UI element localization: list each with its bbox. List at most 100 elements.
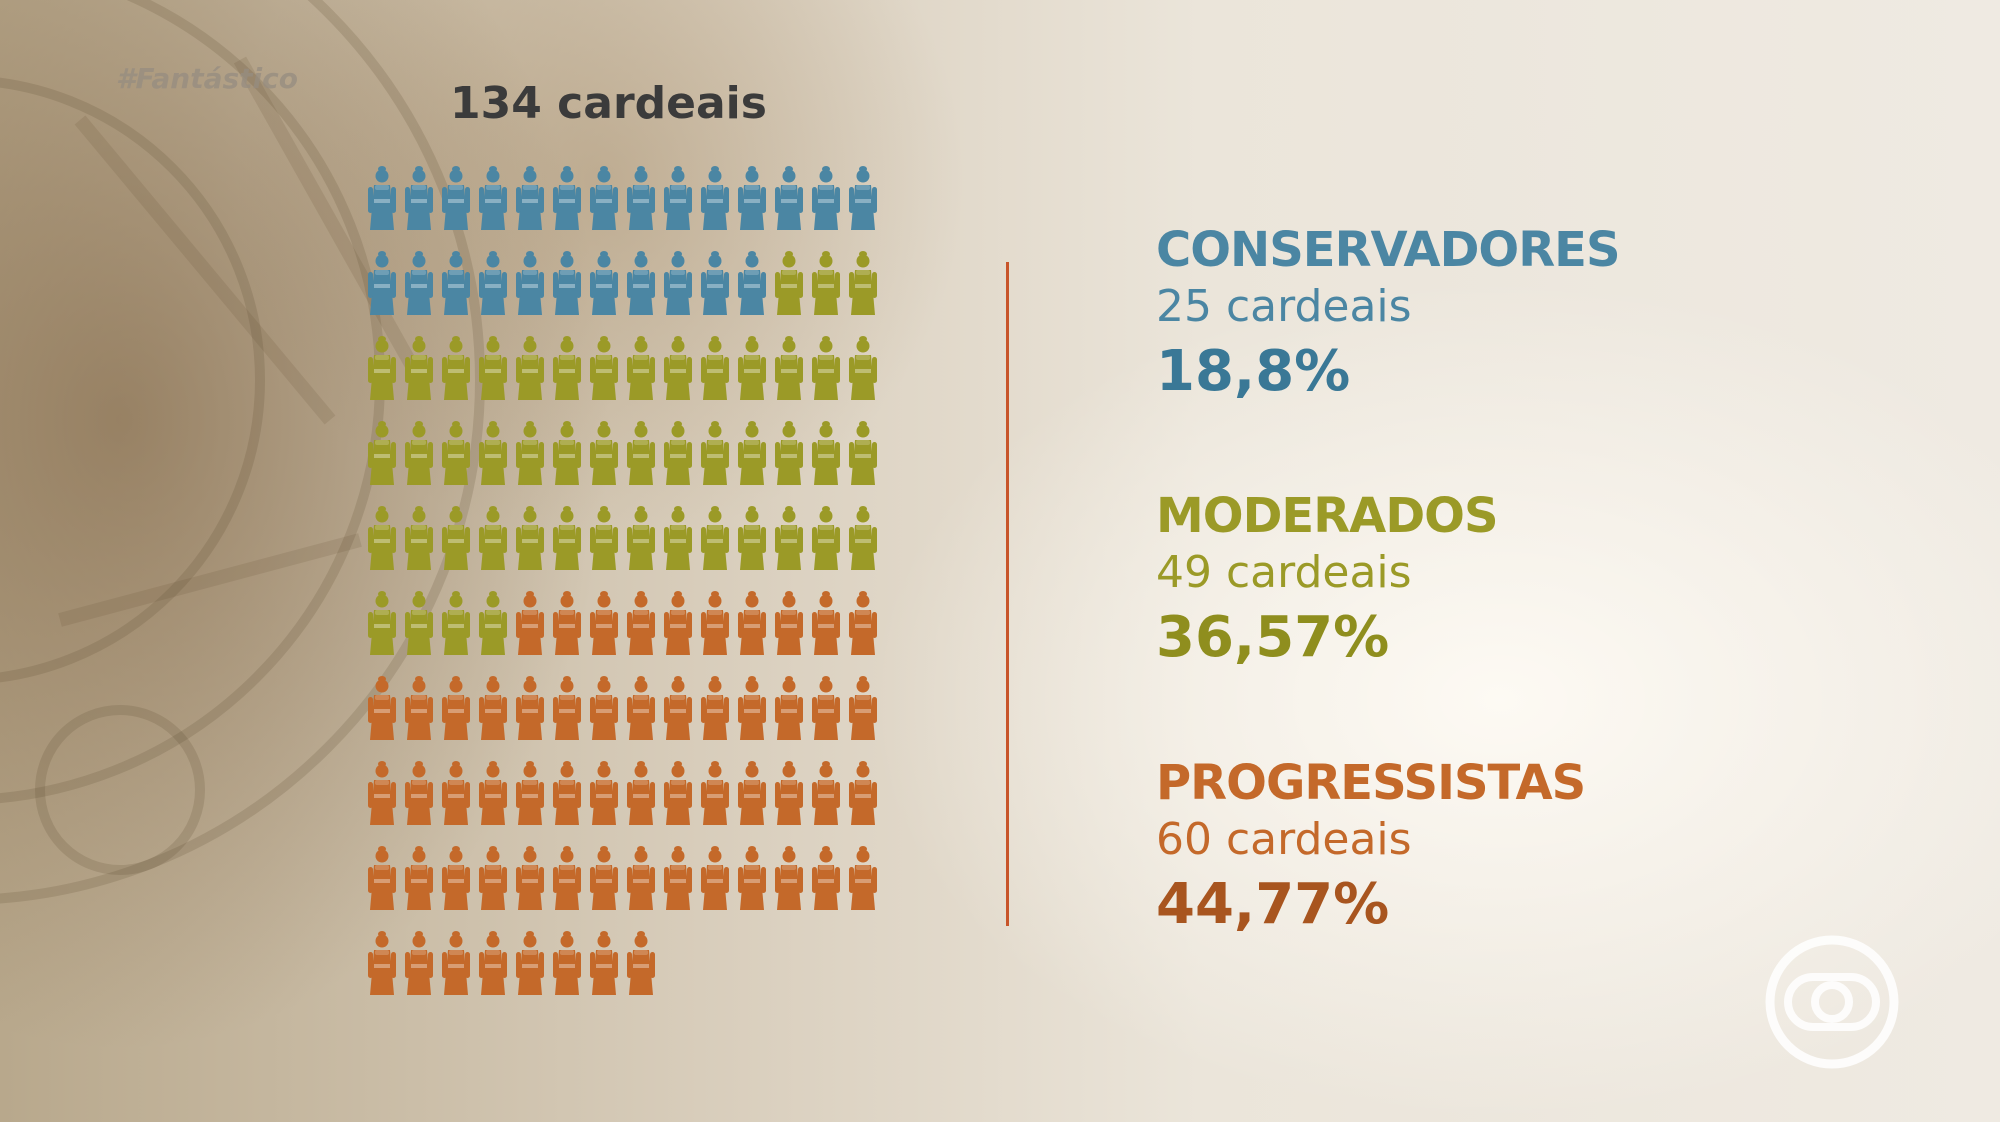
cardinal-figure-moderados	[849, 336, 877, 400]
cardinal-figure-progressistas	[812, 591, 840, 655]
cardinal-figure-conservadores	[553, 166, 581, 230]
cardinal-figure-progressistas	[479, 931, 507, 995]
cardinal-figure-moderados	[405, 421, 433, 485]
cardinal-figure-progressistas	[479, 846, 507, 910]
cardinal-figure-moderados	[442, 421, 470, 485]
legend-progressistas-count: 60 cardeais	[1156, 814, 1412, 865]
cardinal-figure-progressistas	[701, 591, 729, 655]
cardinal-figure-moderados	[812, 506, 840, 570]
cardinal-figure-conservadores	[405, 251, 433, 315]
cardinal-figure-moderados	[775, 421, 803, 485]
cardinal-figure-progressistas	[701, 676, 729, 740]
cardinal-figure-moderados	[442, 591, 470, 655]
cardinal-figure-moderados	[701, 506, 729, 570]
cardinal-figure-moderados	[553, 506, 581, 570]
legend-moderados-percent: 36,57%	[1156, 605, 1390, 670]
cardinal-figure-moderados	[405, 591, 433, 655]
cardinal-figure-moderados	[627, 506, 655, 570]
cardinal-figure-progressistas	[812, 761, 840, 825]
cardinal-figure-moderados	[738, 506, 766, 570]
legend-conservadores-count: 25 cardeais	[1156, 281, 1412, 332]
cardinal-figure-progressistas	[849, 591, 877, 655]
cardinal-figure-conservadores	[627, 251, 655, 315]
cardinal-figure-conservadores	[664, 251, 692, 315]
cardinal-figure-progressistas	[442, 846, 470, 910]
cardinal-figure-moderados	[664, 336, 692, 400]
cardinal-figure-progressistas	[553, 761, 581, 825]
cardinal-figure-progressistas	[516, 846, 544, 910]
cardinal-figure-conservadores	[664, 166, 692, 230]
cardinal-figure-moderados	[590, 506, 618, 570]
cardinal-figure-moderados	[479, 591, 507, 655]
cardinal-figure-conservadores	[775, 166, 803, 230]
cardinal-figure-progressistas	[627, 931, 655, 995]
cardinal-figure-conservadores	[442, 166, 470, 230]
cardinal-figure-progressistas	[849, 761, 877, 825]
legend-conservadores-percent: 18,8%	[1156, 339, 1351, 404]
cardinal-figure-progressistas	[664, 591, 692, 655]
cardinal-figure-moderados	[405, 506, 433, 570]
cardinal-figure-progressistas	[812, 846, 840, 910]
cardinal-figure-moderados	[701, 336, 729, 400]
cardinal-figure-progressistas	[738, 846, 766, 910]
cardinal-figure-progressistas	[553, 931, 581, 995]
cardinal-figure-moderados	[775, 506, 803, 570]
cardinal-figure-progressistas	[812, 676, 840, 740]
cardinal-figure-moderados	[590, 336, 618, 400]
cardinal-figure-progressistas	[368, 931, 396, 995]
legend-moderados: MODERADOS 49 cardeais 36,57%	[1156, 488, 1499, 674]
cardinal-figure-progressistas	[738, 591, 766, 655]
cardinal-figure-progressistas	[405, 676, 433, 740]
cardinal-figure-progressistas	[479, 676, 507, 740]
cardinal-figure-moderados	[738, 336, 766, 400]
cardinal-figure-progressistas	[775, 846, 803, 910]
cardinal-figure-progressistas	[590, 591, 618, 655]
cardinal-figure-moderados	[812, 336, 840, 400]
cardinal-figure-progressistas	[849, 846, 877, 910]
cardinal-figure-progressistas	[405, 761, 433, 825]
cardinal-figure-conservadores	[738, 166, 766, 230]
cardinal-figure-moderados	[368, 336, 396, 400]
cardinal-figure-moderados	[849, 506, 877, 570]
cardinal-figure-progressistas	[553, 591, 581, 655]
cardinal-figure-conservadores	[516, 251, 544, 315]
cardinal-figure-progressistas	[664, 761, 692, 825]
cardinal-figure-moderados	[627, 336, 655, 400]
cardinal-figure-moderados	[516, 506, 544, 570]
cardinal-figure-moderados	[812, 251, 840, 315]
cardinal-figure-progressistas	[738, 676, 766, 740]
cardinal-figure-moderados	[368, 591, 396, 655]
cardinal-figure-conservadores	[701, 251, 729, 315]
cardinal-figure-moderados	[553, 336, 581, 400]
cardinal-figure-progressistas	[775, 676, 803, 740]
cardinal-figure-progressistas	[701, 761, 729, 825]
legend-progressistas-label: PROGRESSISTAS	[1156, 755, 1586, 811]
legend-progressistas: PROGRESSISTAS 60 cardeais 44,77%	[1156, 755, 1586, 941]
cardinal-figure-moderados	[479, 421, 507, 485]
divider-line	[1006, 262, 1009, 926]
cardinal-figure-moderados	[442, 506, 470, 570]
cardinal-figure-moderados	[701, 421, 729, 485]
legend-conservadores: CONSERVADORES 25 cardeais 18,8%	[1156, 222, 1621, 408]
legend-moderados-label: MODERADOS	[1156, 488, 1499, 544]
cardinal-figure-progressistas	[664, 676, 692, 740]
cardinal-figure-conservadores	[442, 251, 470, 315]
cardinal-figure-progressistas	[368, 846, 396, 910]
cardinal-figure-progressistas	[368, 761, 396, 825]
cardinal-figure-moderados	[442, 336, 470, 400]
cardinal-figure-progressistas	[368, 676, 396, 740]
chart-title: 134 cardeais	[450, 78, 767, 129]
cardinal-figure-progressistas	[516, 591, 544, 655]
cardinal-figure-conservadores	[516, 166, 544, 230]
cardinal-figure-progressistas	[516, 761, 544, 825]
cardinal-figure-conservadores	[553, 251, 581, 315]
cardinal-figure-progressistas	[479, 761, 507, 825]
program-hashtag: #Fantástico	[116, 62, 298, 95]
cardinal-figure-conservadores	[701, 166, 729, 230]
cardinal-pictogram-grid	[368, 166, 877, 995]
cardinal-figure-conservadores	[738, 251, 766, 315]
cardinal-figure-moderados	[664, 421, 692, 485]
cardinal-figure-progressistas	[553, 676, 581, 740]
cardinal-figure-progressistas	[590, 761, 618, 825]
